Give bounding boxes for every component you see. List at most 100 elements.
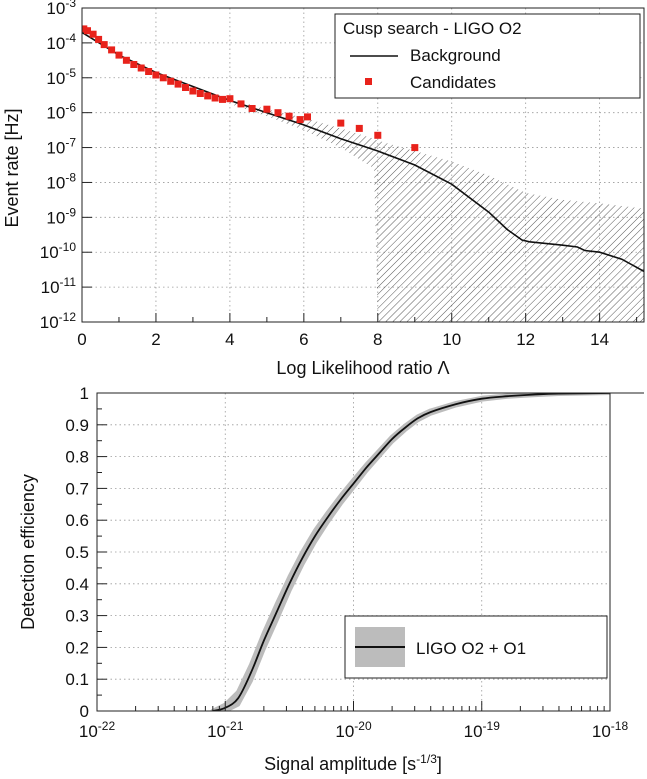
gridlines — [97, 393, 610, 711]
y-tick-label: 0.4 — [65, 575, 89, 594]
candidate-point — [84, 27, 91, 35]
y-tick-label: 0.9 — [65, 416, 89, 435]
candidate-point — [95, 35, 103, 43]
y-tick-label-base: 10 — [40, 313, 59, 332]
x-tick-label-base: 10 — [464, 722, 483, 741]
candidate-point — [219, 95, 226, 103]
legend-label: LIGO O2 + O1 — [416, 639, 526, 658]
x-tick-label-base: 10 — [592, 722, 611, 741]
y-tick-label: 0.8 — [65, 448, 89, 467]
y-tick-label-exponent: -5 — [65, 66, 76, 80]
legend-title: Cusp search - LIGO O2 — [343, 19, 522, 38]
x-tick-label: 0 — [77, 330, 86, 349]
y-tick-label-exponent: -12 — [59, 310, 77, 324]
y-tick-label-exponent: -3 — [65, 0, 76, 10]
x-tick-label: 12 — [516, 330, 535, 349]
y-tick-label-exponent: -10 — [59, 240, 77, 254]
x-tick-label-base: 10 — [207, 722, 226, 741]
legend-candidates-label: Candidates — [410, 73, 496, 92]
y-tick-label: 0.7 — [65, 479, 89, 498]
candidate-point — [115, 51, 123, 59]
legend: Cusp search - LIGO O2 Background Candida… — [334, 13, 641, 99]
y-tick-label: 10-11 — [41, 275, 77, 297]
x-tick-label: 8 — [373, 330, 382, 349]
candidate-point — [337, 119, 345, 127]
y-tick-label: 0.6 — [65, 511, 89, 530]
y-axis-label: Event rate [Hz] — [2, 108, 22, 227]
candidate-point — [89, 30, 97, 38]
y-tick-label-base: 10 — [40, 243, 59, 262]
y-tick-label-exponent: -8 — [65, 170, 76, 184]
x-axis-ticks: 0 2 4 6 8 10 12 14 — [77, 313, 638, 349]
candidate-point — [196, 90, 204, 97]
y-tick-label: 10-4 — [46, 31, 76, 53]
y-tick-label: 10-12 — [40, 310, 77, 332]
x-tick-label: 6 — [299, 330, 308, 349]
candidate-point — [108, 46, 116, 54]
candidate-point — [355, 124, 363, 132]
plot-frame — [81, 7, 645, 323]
candidate-point — [145, 68, 153, 75]
y-tick-label: 10-9 — [46, 205, 76, 227]
background-line — [82, 31, 644, 273]
y-axis-ticks: 10-1210-1110-1010-910-810-710-610-510-41… — [40, 0, 92, 332]
x-tick-label: 10-21 — [207, 719, 244, 741]
efficiency-line-series — [212, 393, 610, 711]
candidate-point — [137, 64, 145, 72]
background-line-series — [82, 31, 644, 273]
detection-efficiency-chart: 10-22 10-21 10-20 10-19 10-18 00.10.20.30.40… — [18, 385, 644, 774]
y-tick-label-base: 10 — [41, 278, 60, 297]
y-tick-label: 10-5 — [46, 66, 76, 88]
x-axis-label-exponent: -1/3 — [416, 752, 437, 766]
y-tick-label: 10-7 — [46, 136, 76, 158]
x-tick-label: 10-19 — [464, 719, 501, 741]
x-axis-ticks: 10-22 10-21 10-20 10-19 10-18 — [79, 701, 629, 741]
x-tick-label-exponent: -21 — [226, 719, 244, 733]
candidate-point — [152, 71, 160, 79]
x-tick-label: 14 — [590, 330, 609, 349]
candidate-point — [167, 77, 175, 85]
candidate-point — [211, 94, 219, 102]
efficiency-line — [212, 393, 610, 711]
y-tick-label-base: 10 — [46, 69, 65, 88]
y-tick-label-exponent: -7 — [65, 136, 76, 150]
legend: LIGO O2 + O1 — [344, 615, 608, 679]
x-tick-label-exponent: -18 — [611, 719, 629, 733]
y-tick-label-exponent: -4 — [65, 31, 76, 45]
y-tick-label: 1 — [80, 385, 89, 403]
candidate-point — [374, 131, 382, 139]
candidate-point — [304, 113, 311, 121]
candidate-point — [263, 105, 271, 113]
y-tick-label-base: 10 — [46, 104, 65, 123]
uncertainty-band-area — [229, 98, 644, 322]
efficiency-band-area — [210, 393, 610, 711]
x-tick-label-base: 10 — [79, 722, 98, 741]
x-tick-label-exponent: -19 — [483, 719, 501, 733]
x-tick-label-base: 10 — [335, 722, 354, 741]
candidate-point — [274, 109, 282, 117]
y-axis-ticks: 0 0.1 0.2 0.3 0.4 0.5 0.6 0.7 0.8 0.9 1 — [65, 385, 107, 721]
x-tick-label: 2 — [151, 330, 160, 349]
y-tick-label-base: 10 — [46, 0, 65, 18]
candidate-point — [130, 61, 138, 68]
y-axis-label: Detection efficiency — [18, 474, 38, 630]
x-axis-label-main: Signal amplitude [s — [264, 754, 416, 774]
candidate-point — [159, 74, 167, 82]
y-tick-label: 10-6 — [46, 101, 76, 123]
y-tick-label: 10-8 — [46, 170, 76, 192]
candidate-point — [411, 144, 419, 152]
y-tick-label-base: 10 — [46, 139, 65, 158]
legend-background-label: Background — [410, 46, 501, 65]
y-tick-label: 0.5 — [65, 543, 89, 562]
candidate-point — [122, 56, 130, 64]
y-tick-label: 0.1 — [65, 670, 89, 689]
legend-candidates-swatch — [365, 78, 372, 85]
candidate-point — [285, 112, 293, 120]
event-rate-chart: 0 2 4 6 8 10 12 14 10-1210-1110-1010-910-810-71… — [2, 0, 645, 378]
y-tick-label-exponent: -9 — [65, 205, 76, 219]
y-tick-label: 0 — [80, 702, 89, 721]
y-tick-label-exponent: -11 — [60, 275, 77, 289]
x-tick-label: 10-20 — [335, 719, 372, 741]
efficiency-band — [210, 393, 610, 711]
y-tick-label: 0.3 — [65, 607, 89, 626]
